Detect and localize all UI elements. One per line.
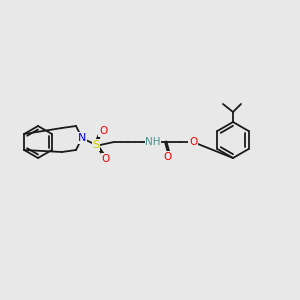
Text: O: O <box>164 152 172 162</box>
Text: S: S <box>92 140 100 150</box>
Text: O: O <box>99 126 107 136</box>
Text: N: N <box>78 133 86 143</box>
Text: O: O <box>102 154 110 164</box>
Text: NH: NH <box>145 137 161 147</box>
Text: O: O <box>189 137 197 147</box>
